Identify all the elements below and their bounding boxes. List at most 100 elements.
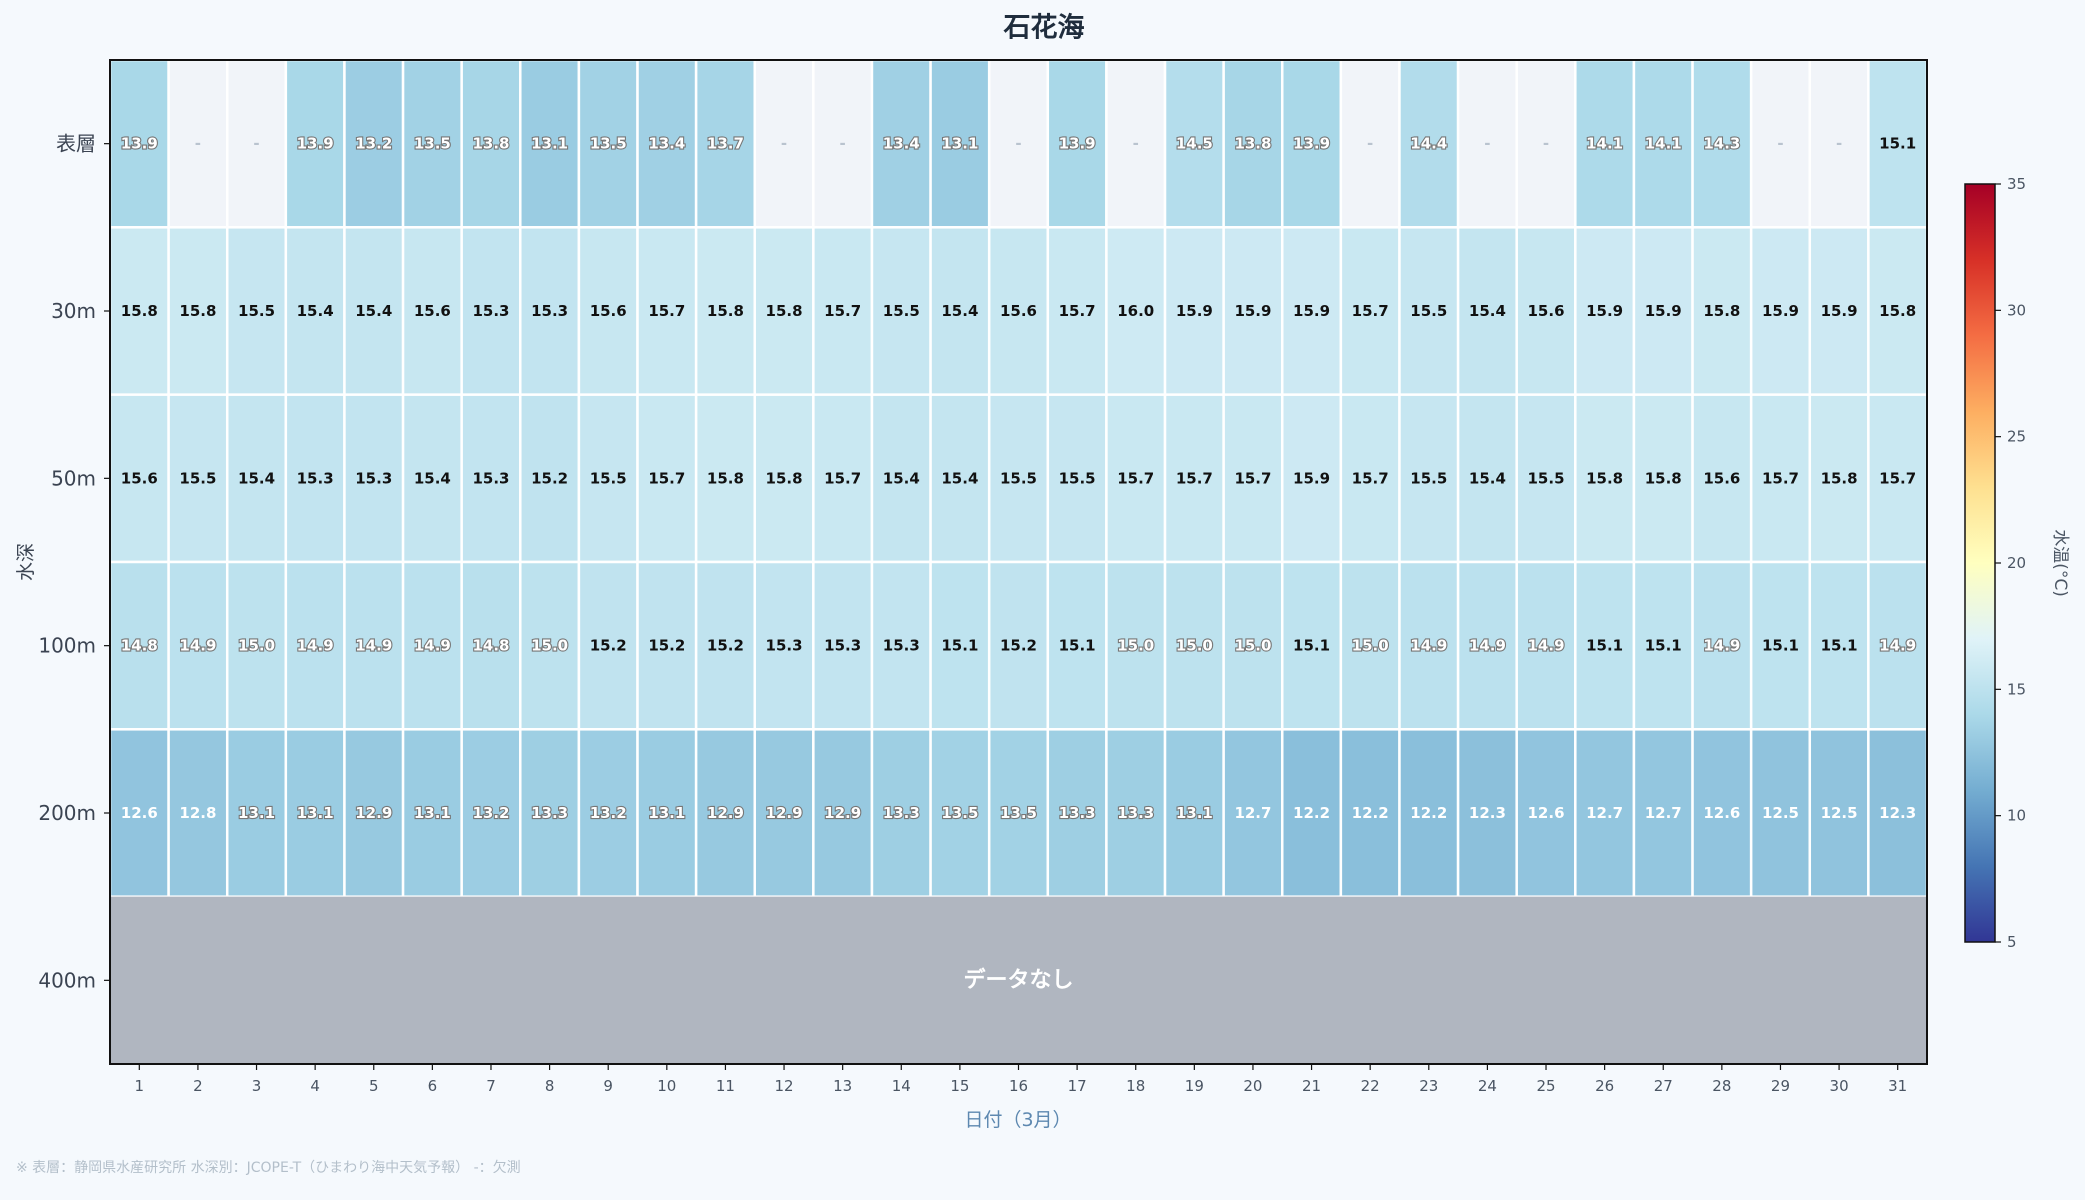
cell-value-label: 15.0 [531,637,568,655]
colorbar-gradient [1964,183,1996,943]
cell-value-label: 15.2 [531,469,568,487]
x-tick-label: 25 [1536,1077,1555,1095]
cell-value-label: 13.9 [1293,135,1330,153]
x-tick-label: 20 [1243,1077,1262,1095]
cell-value-label: 12.9 [824,804,861,822]
heatmap-cell [1046,393,1108,564]
heatmap-cell [167,728,229,898]
x-tick-label: 19 [1185,1077,1204,1095]
heatmap-cell [929,560,991,731]
cell-value-label: 15.8 [1703,302,1740,320]
heatmap-cell [343,560,405,731]
cell-value-label: 13.3 [883,804,920,822]
cell-value-label: 14.9 [414,637,451,655]
cell-value-label: 15.4 [238,469,275,487]
heatmap-cell [225,728,288,898]
cell-value-label: 15.8 [707,469,744,487]
cell-value-label: 15.1 [1762,637,1799,655]
x-tick-label: 13 [833,1077,852,1095]
colorbar-tick-label: 15 [2007,680,2026,698]
heatmap-cell [987,58,1050,229]
cell-value-label: 15.0 [1234,637,1271,655]
cell-value-label: - [1543,135,1549,153]
heatmap-cell [1398,393,1460,564]
colorbar-tick-label: 20 [2007,554,2026,572]
cell-value-label: 12.6 [121,804,158,822]
heatmap-cell [1749,58,1812,229]
cell-value-label: 15.3 [824,637,861,655]
x-tick-label: 1 [135,1077,145,1095]
heatmap-cell [1515,393,1577,564]
cell-value-label: 15.7 [1176,469,1213,487]
cell-value-label: 12.9 [766,804,803,822]
heatmap-cell [636,58,698,229]
x-tick-label: 8 [545,1077,555,1095]
cell-value-label: 15.6 [590,302,627,320]
cell-value-label: - [1777,135,1783,153]
cell-value-label: 15.0 [1352,637,1389,655]
cell-value-label: 15.7 [824,302,861,320]
cell-value-label: 14.9 [297,637,334,655]
cell-value-label: 15.7 [1059,302,1096,320]
heatmap-cell [343,728,405,898]
y-tick-label: 50m [51,466,96,490]
cell-value-label: 15.4 [941,302,978,320]
heatmap-cell [870,226,932,396]
heatmap-cell [1456,226,1518,396]
cell-value-label: - [1484,135,1490,153]
x-tick-label: 23 [1419,1077,1438,1095]
x-tick-label: 31 [1888,1077,1907,1095]
cell-value-label: 15.1 [941,637,978,655]
cell-value-label: 14.5 [1176,135,1213,153]
heatmap-cell [401,728,463,898]
y-tick-label: 200m [38,801,96,825]
heatmap-cell [1163,58,1225,229]
heatmap-cell [1163,560,1225,731]
cell-value-label: 15.8 [179,302,216,320]
cell-value-label: 14.8 [121,637,158,655]
heatmap-cell [870,728,932,898]
heatmap-cell [1339,226,1401,396]
cell-value-label: 12.2 [1410,804,1447,822]
heatmap-cell [460,393,522,564]
heatmap-cell [577,560,639,731]
heatmap-cell [1632,393,1694,564]
cell-value-label: - [253,135,259,153]
heatmap-cell [1222,393,1284,564]
cell-value-label: - [1367,135,1373,153]
x-tick-label: 10 [657,1077,676,1095]
y-axis-ticks: 表層 30m 50m 100m 200m 400m [38,132,110,992]
cell-value-label: 15.1 [1059,637,1096,655]
colorbar-tick-label: 30 [2007,301,2026,319]
cell-value-label: 15.5 [590,469,627,487]
x-tick-label: 22 [1361,1077,1380,1095]
y-tick-label: 100m [38,634,96,658]
heatmap-cell [1749,393,1812,564]
heatmap-cell [519,728,581,898]
heatmap-cell [1515,728,1577,898]
heatmap-cell [1867,728,1929,898]
cell-value-label: 15.5 [1410,469,1447,487]
cell-value-label: - [840,135,846,153]
cell-value-label: 15.3 [355,469,392,487]
heatmap-cell [1691,58,1753,229]
heatmap-cell [694,560,756,731]
cell-value-label: 12.9 [707,804,744,822]
cell-value-label: 12.9 [355,804,392,822]
cell-value-label: 13.7 [707,135,744,153]
cell-value-label: 13.5 [1000,804,1037,822]
x-tick-label: 26 [1595,1077,1614,1095]
x-tick-label: 2 [193,1077,203,1095]
cell-value-label: 14.4 [1410,135,1447,153]
heatmap-cell [1515,226,1577,396]
cell-value-label: 15.4 [355,302,392,320]
no-data-label: データなし [963,967,1073,993]
cell-value-label: 15.3 [766,637,803,655]
x-tick-label: 4 [310,1077,320,1095]
cell-value-label: 13.3 [531,804,568,822]
cell-value-label: 13.9 [1059,135,1096,153]
heatmap-cell [636,728,698,898]
cell-value-label: 15.9 [1821,302,1858,320]
cell-value-label: 13.2 [355,135,392,153]
